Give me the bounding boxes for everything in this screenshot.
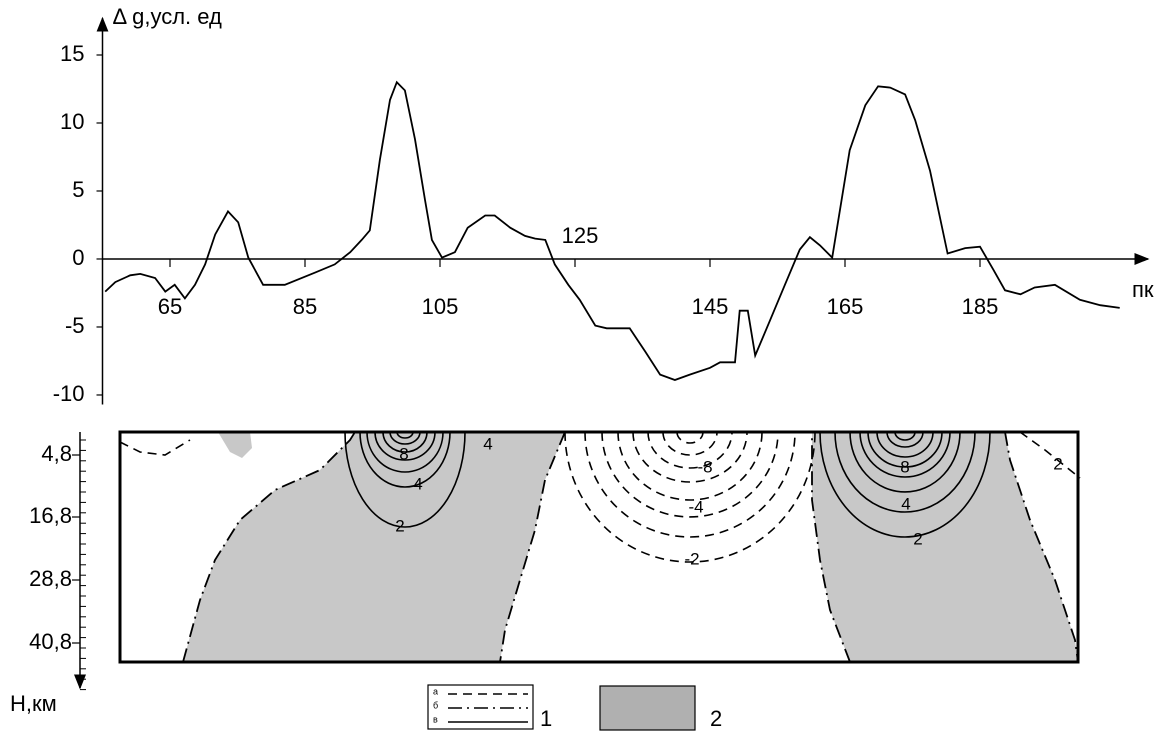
gray-region <box>218 432 252 458</box>
contour-label: 4 <box>901 494 910 513</box>
y-tick-label: 0 <box>72 245 84 270</box>
legend-line-label: б <box>433 700 438 710</box>
x-tick-label: 165 <box>827 294 864 319</box>
legend-item-label: 1 <box>540 706 552 731</box>
contour-line <box>585 432 795 537</box>
depth-tick-label: 16,8 <box>29 503 72 528</box>
legend-line-label: а <box>433 686 438 696</box>
dashed-contour <box>1020 432 1080 478</box>
legend-swatch <box>600 686 695 730</box>
contour-label: 8 <box>399 444 408 463</box>
x-tick-label: 125 <box>562 223 599 248</box>
contour-line <box>633 432 747 482</box>
contour-label: 8 <box>900 457 909 476</box>
depth-tick-label: 4,8 <box>41 441 72 466</box>
y-tick-label: 5 <box>72 177 84 202</box>
figure: Δ g,усл. едпк151050-5-106585105125145165… <box>0 0 1160 735</box>
y-tick-label: -10 <box>53 381 85 406</box>
contour-label: 4 <box>483 434 492 453</box>
contour-label: -4 <box>688 497 703 516</box>
contour-line <box>648 432 732 468</box>
contour-label: -2 <box>684 549 699 568</box>
depth-tick-label: 40,8 <box>29 629 72 654</box>
y-axis-label: Δ g,усл. ед <box>113 4 223 29</box>
x-axis-label: пк <box>1132 277 1154 302</box>
x-tick-label: 185 <box>962 294 999 319</box>
depth-label: Н,км <box>10 691 57 716</box>
legend-item-label: 2 <box>710 706 722 731</box>
contour-line <box>677 432 703 443</box>
contour-label: 2 <box>913 529 922 548</box>
depth-ticks: 4,8 16,8 28,8 40,8 <box>29 440 86 690</box>
contour-label: -8 <box>697 457 712 476</box>
x-tick-label: 105 <box>422 294 459 319</box>
x-tick-label: 145 <box>692 294 729 319</box>
dashed-contour <box>120 440 190 455</box>
profile-line <box>105 82 1119 380</box>
x-tick-label: 85 <box>293 294 317 319</box>
legend-line-label: в <box>433 714 438 724</box>
y-tick-label: 15 <box>60 41 84 66</box>
y-tick-label: 10 <box>60 109 84 134</box>
gray-region <box>183 432 565 662</box>
gray-region <box>812 432 1078 662</box>
y-tick-label: -5 <box>65 313 85 338</box>
contour-label: 4 <box>413 474 422 493</box>
contour-label: 2 <box>395 516 404 535</box>
legend: а б в 1 2 <box>428 685 722 731</box>
depth-tick-label: 28,8 <box>29 566 72 591</box>
x-tick-label: 65 <box>158 294 182 319</box>
